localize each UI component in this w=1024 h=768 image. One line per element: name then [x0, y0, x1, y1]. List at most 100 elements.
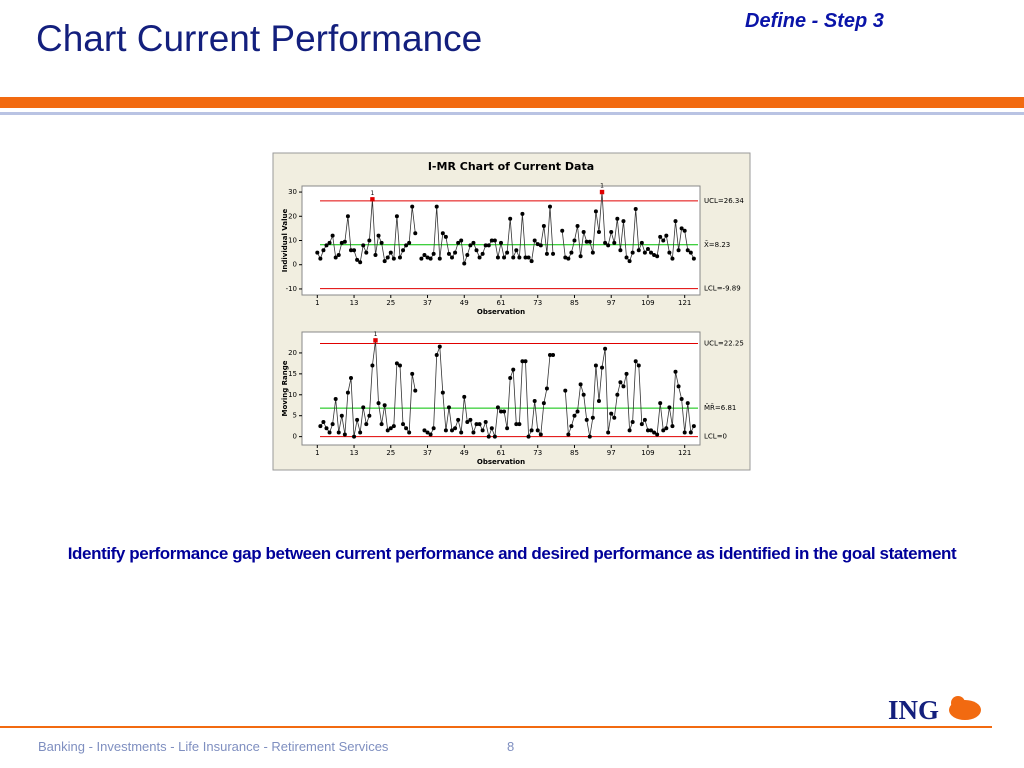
data-point — [358, 260, 363, 265]
data-point — [471, 240, 476, 245]
caption: Identify performance gap between current… — [67, 544, 957, 563]
data-point — [477, 422, 482, 427]
data-point — [676, 384, 681, 389]
data-point — [578, 254, 583, 259]
limit-label: UCL=22.25 — [704, 340, 744, 348]
x-tick-label: 49 — [460, 299, 469, 307]
data-point — [600, 365, 605, 370]
data-point — [465, 253, 470, 258]
data-point — [385, 428, 390, 433]
data-point — [569, 250, 574, 255]
out-point — [599, 189, 605, 195]
data-point — [364, 250, 369, 255]
data-point — [670, 424, 675, 429]
x-tick-label: 25 — [386, 299, 395, 307]
data-point — [401, 422, 406, 427]
data-point — [450, 255, 455, 260]
slide-title: Chart Current Performance — [36, 18, 483, 59]
data-point — [649, 250, 654, 255]
data-point — [627, 259, 632, 264]
data-point — [342, 239, 347, 244]
x-tick-label: 73 — [533, 299, 542, 307]
data-point — [327, 430, 332, 435]
x-tick-label: 61 — [497, 299, 506, 307]
data-point — [624, 255, 629, 260]
data-point — [446, 251, 451, 256]
data-point — [367, 238, 372, 243]
x-tick-label: 37 — [423, 299, 432, 307]
data-point — [520, 359, 525, 364]
flag-label: 1 — [371, 190, 375, 197]
data-point — [440, 390, 445, 395]
x-tick-label: 97 — [607, 449, 616, 457]
data-point — [407, 430, 412, 435]
logo-lion — [948, 696, 981, 720]
flag-label: 1 — [374, 331, 378, 338]
data-point — [639, 422, 644, 427]
data-point — [596, 230, 601, 235]
data-point — [342, 432, 347, 437]
data-point — [633, 359, 638, 364]
logo-text: ING — [888, 695, 940, 725]
data-point — [560, 228, 565, 233]
y-axis-label: Individual Value — [281, 209, 289, 273]
data-point — [443, 234, 448, 239]
data-point — [529, 259, 534, 264]
data-point — [428, 432, 433, 437]
data-point — [462, 394, 467, 399]
data-point — [517, 422, 522, 427]
data-point — [352, 248, 357, 253]
footer-text: Banking - Investments - Life Insurance -… — [38, 739, 389, 754]
plot-area — [301, 331, 701, 446]
data-point — [563, 255, 568, 260]
data-point — [581, 392, 586, 397]
data-point — [505, 426, 510, 431]
data-point — [621, 384, 626, 389]
data-point — [495, 405, 500, 410]
data-point — [642, 417, 647, 422]
data-point — [569, 424, 574, 429]
data-point — [627, 428, 632, 433]
x-axis-label: Observation — [477, 458, 525, 466]
data-point — [336, 430, 341, 435]
data-point — [520, 211, 525, 216]
plot-area — [301, 185, 701, 296]
data-point — [532, 399, 537, 404]
data-point — [410, 204, 415, 209]
logo: ING — [888, 693, 984, 726]
data-point — [517, 255, 522, 260]
data-point — [330, 422, 335, 427]
data-point — [348, 248, 353, 253]
x-tick-label: 121 — [678, 449, 691, 457]
data-point — [391, 424, 396, 429]
data-point — [603, 240, 608, 245]
data-point — [526, 434, 531, 439]
data-point — [456, 417, 461, 422]
data-point — [489, 238, 494, 243]
x-tick-label: 1 — [315, 449, 319, 457]
data-point — [658, 234, 663, 239]
data-point — [364, 422, 369, 427]
data-point — [563, 388, 568, 393]
page-number: 8 — [507, 739, 515, 754]
y-tick-label: 0 — [293, 261, 297, 269]
data-point — [688, 430, 693, 435]
x-tick-label: 1 — [315, 299, 319, 307]
data-point — [477, 255, 482, 260]
data-point — [345, 214, 350, 219]
y-tick-label: 30 — [288, 188, 297, 196]
data-point — [655, 254, 660, 259]
data-point — [685, 401, 690, 406]
limit-label: M̄R̄=6.81 — [704, 403, 736, 412]
data-point — [413, 231, 418, 236]
data-point — [587, 239, 592, 244]
data-point — [318, 256, 323, 261]
data-point — [652, 430, 657, 435]
data-point — [615, 216, 620, 221]
data-point — [459, 238, 464, 243]
data-point — [639, 240, 644, 245]
x-axis-label: Observation — [477, 308, 525, 316]
data-point — [636, 363, 641, 368]
data-point — [495, 255, 500, 260]
